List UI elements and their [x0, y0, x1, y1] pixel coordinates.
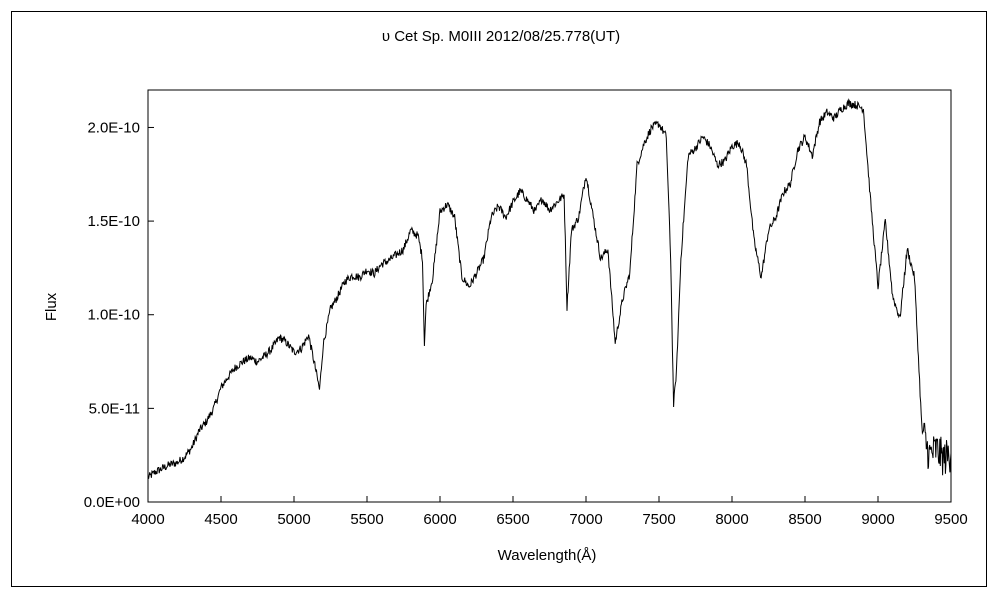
x-tick-label: 8000	[715, 511, 748, 528]
x-tick-label: 6000	[423, 511, 456, 528]
x-tick-label: 4500	[204, 511, 237, 528]
spectrum-chart: υ Cet Sp. M0III 2012/08/25.778(UT) 0.0E+…	[43, 28, 968, 564]
chart-title: υ Cet Sp. M0III 2012/08/25.778(UT)	[382, 28, 620, 45]
y-tick-label: 2.0E-10	[87, 119, 140, 136]
x-tick-label: 5500	[350, 511, 383, 528]
y-tick-label: 0.0E+00	[84, 494, 140, 511]
x-tick-label: 9500	[934, 511, 967, 528]
x-tick-label: 4000	[131, 511, 164, 528]
x-tick-label: 7000	[569, 511, 602, 528]
y-axis-label: Flux	[43, 292, 60, 321]
x-tick-label: 8500	[788, 511, 821, 528]
y-axis: 0.0E+00 5.0E-11 1.0E-10 1.5E-10 2.0E-10	[84, 119, 154, 511]
x-tick-label: 7500	[642, 511, 675, 528]
y-tick-label: 1.5E-10	[87, 213, 140, 230]
plot-area	[147, 89, 952, 503]
x-axis-label: Wavelength(Å)	[498, 547, 597, 564]
y-tick-label: 1.0E-10	[87, 307, 140, 324]
x-tick-label: 6500	[496, 511, 529, 528]
x-tick-label: 5000	[277, 511, 310, 528]
chart-frame: υ Cet Sp. M0III 2012/08/25.778(UT) 0.0E+…	[11, 11, 987, 587]
x-tick-label: 9000	[861, 511, 894, 528]
x-axis: 4000 4500 5000 5500 6000 6500 7000 7500 8000 8500…	[131, 496, 968, 528]
spectrum-line	[147, 98, 952, 479]
y-tick-label: 5.0E-11	[89, 400, 140, 417]
